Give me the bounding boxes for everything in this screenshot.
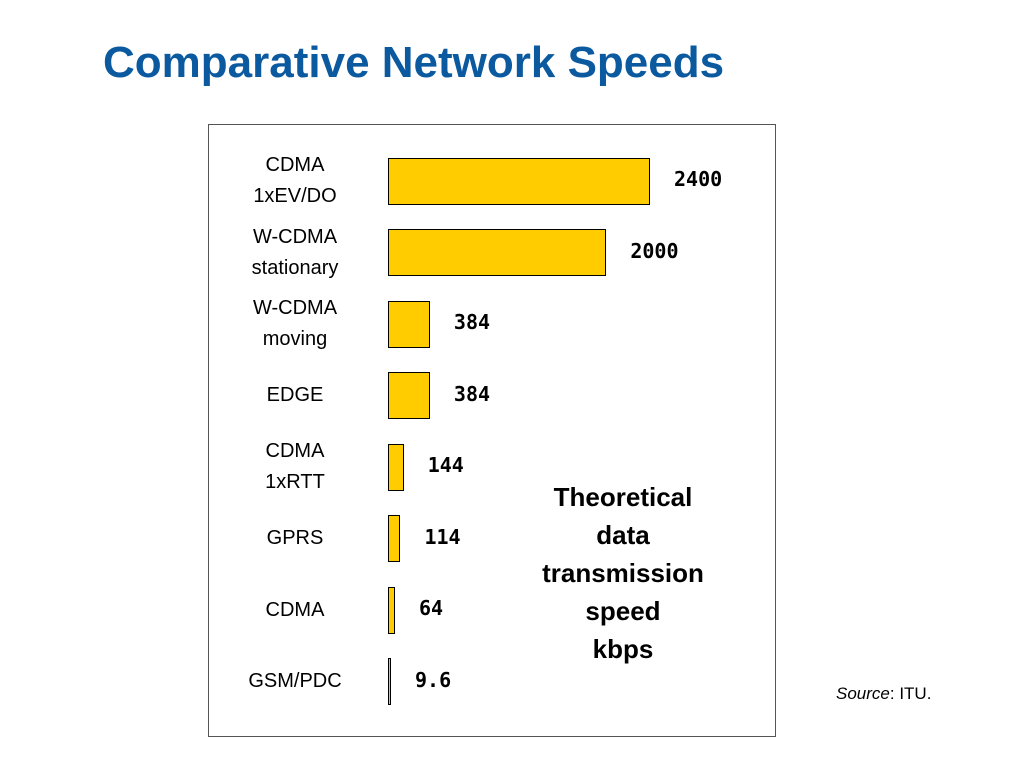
- category-label-line: EDGE: [266, 384, 324, 406]
- value-label: 114: [424, 524, 461, 549]
- category-label: GPRS: [210, 523, 380, 554]
- chart-frame: [208, 124, 776, 737]
- source-value: : ITU.: [889, 684, 932, 703]
- bar: [388, 658, 391, 705]
- value-label: 64: [418, 596, 444, 620]
- annotation-line: speed: [585, 596, 661, 626]
- category-label-line: W-CDMA: [252, 225, 338, 248]
- bar: [388, 229, 607, 276]
- category-label-line: CDMA: [265, 154, 325, 176]
- category-label: W-CDMA moving: [210, 293, 380, 355]
- source-note: Source: ITU.: [836, 684, 931, 704]
- bar: [388, 157, 650, 205]
- category-label: CDMA 1xEV/DO: [210, 150, 380, 212]
- category-label: CDMA: [210, 595, 380, 626]
- chart-annotation: Theoretical data transmission speed kbps: [518, 478, 728, 668]
- category-label: EDGE: [210, 380, 380, 411]
- source-label: Source: [836, 684, 890, 703]
- value-label: 2000: [630, 238, 679, 263]
- annotation-line: data: [596, 520, 650, 550]
- bar: [388, 372, 430, 419]
- bar: [388, 515, 401, 562]
- category-label: CDMA 1xRTT: [210, 436, 380, 498]
- value-label: 384: [453, 381, 491, 406]
- category-label-line: CDMA: [265, 440, 325, 462]
- annotation-line: kbps: [592, 634, 654, 664]
- value-label: 384: [453, 310, 491, 334]
- bar: [388, 300, 430, 348]
- category-label-line: GSM/PDC: [248, 670, 342, 692]
- slide-title: Comparative Network Speeds: [103, 38, 725, 87]
- value-label: 144: [427, 453, 464, 477]
- bar: [388, 443, 404, 491]
- annotation-line: Theoretical: [553, 482, 693, 512]
- bar: [388, 586, 395, 634]
- category-label-line: moving: [262, 328, 328, 350]
- category-label-line: 1xRTT: [265, 471, 325, 493]
- category-label-line: W-CDMA: [252, 297, 338, 319]
- value-label: 2400: [674, 167, 723, 191]
- category-label-line: 1xEV/DO: [253, 185, 337, 207]
- annotation-line: transmission: [542, 558, 704, 588]
- value-label: 9.6: [415, 667, 452, 692]
- category-label-line: CDMA: [265, 598, 325, 621]
- category-label: W-CDMA stationary: [210, 222, 380, 284]
- category-label-line: GPRS: [266, 527, 324, 549]
- category-label-line: stationary: [251, 256, 339, 279]
- category-label: GSM/PDC: [210, 666, 380, 697]
